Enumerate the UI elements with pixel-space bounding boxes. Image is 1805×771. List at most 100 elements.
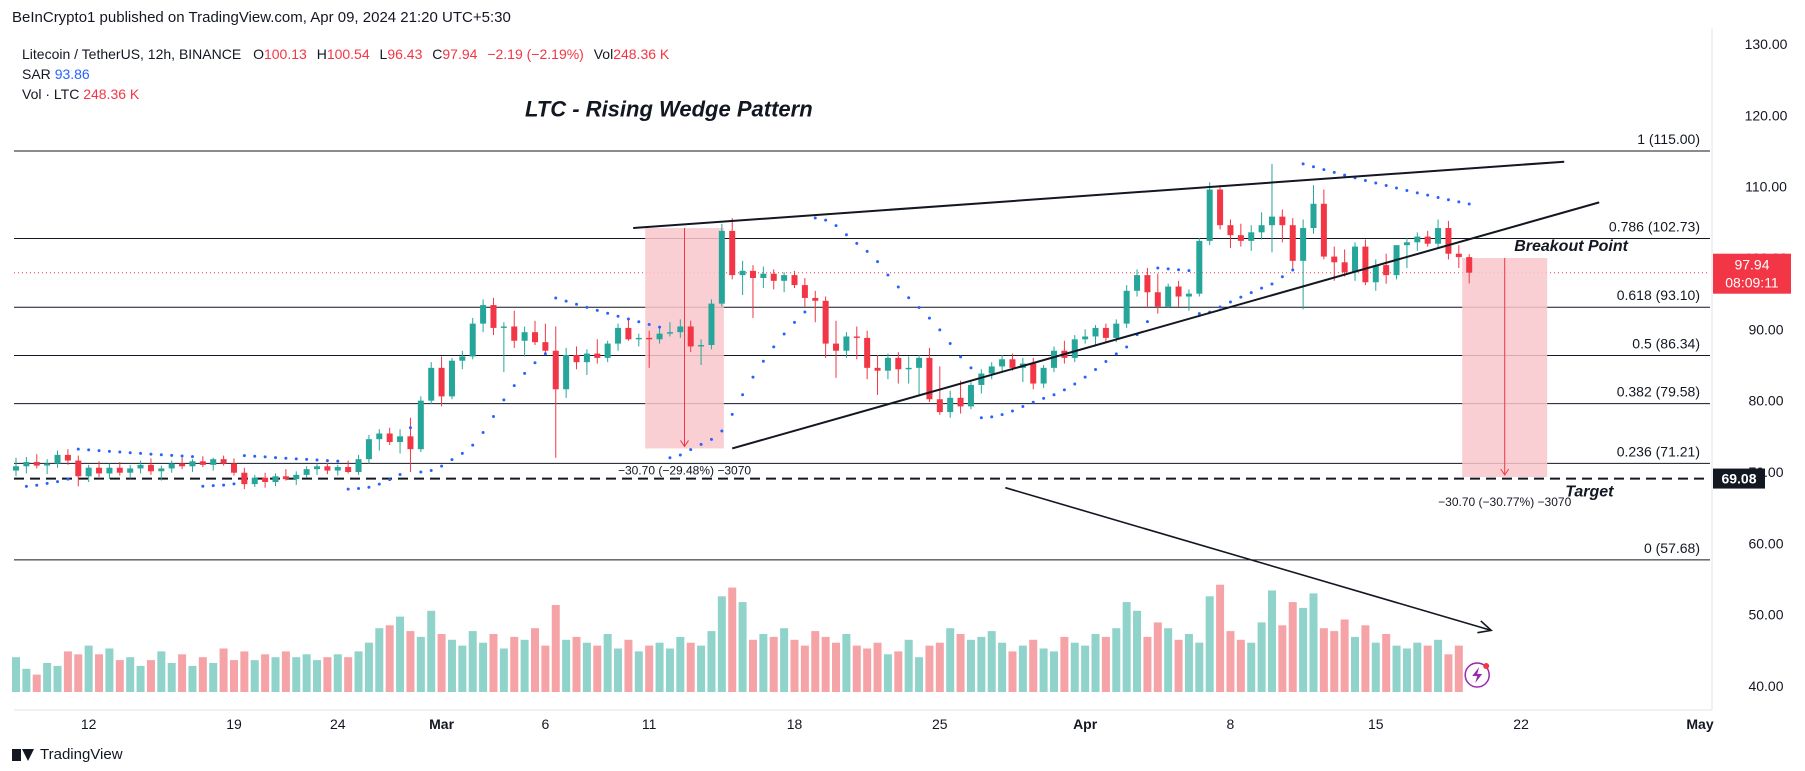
volume-bar [437, 634, 446, 692]
volume-bar [883, 654, 892, 692]
sar-dot [575, 302, 579, 306]
sar-dot [1094, 368, 1098, 372]
candle-body [1227, 225, 1234, 236]
candle-body [749, 270, 756, 278]
fib-level-label: 0.382 (79.58) [1617, 384, 1700, 400]
volume-bar [115, 660, 124, 692]
legend-volume-row[interactable]: Vol · LTC 248.36 K [22, 84, 669, 104]
candle-body [957, 397, 964, 407]
volume-bar [1319, 628, 1328, 692]
target-text: Target [1565, 483, 1614, 500]
volume-bar [1101, 636, 1110, 692]
volume-bar [842, 634, 851, 692]
candle-body [646, 337, 653, 340]
legend-l-label: L [379, 46, 388, 62]
volume-bar [1330, 631, 1339, 692]
candle-body [500, 326, 507, 328]
x-tick-label: 8 [1227, 716, 1235, 732]
candle-body [1009, 359, 1016, 368]
volume-bar [95, 654, 104, 692]
sar-dot [336, 459, 340, 463]
sar-dot [1062, 388, 1066, 392]
sar-dot [1457, 200, 1461, 204]
sar-dot [305, 457, 309, 461]
candle-body [822, 300, 829, 344]
sar-dot [585, 305, 589, 309]
volume-bar [1029, 639, 1038, 692]
legend-ohlc-row: Litecoin / TetherUS, 12h, BINANCE O100.1… [22, 44, 669, 64]
time-axis[interactable]: 12 19 24 Mar 6 11 18 25 Apr 8 15 22 May [14, 709, 1714, 732]
volume-bar [769, 636, 778, 692]
sar-dot [741, 393, 745, 397]
legend-sar-row[interactable]: SAR 93.86 [22, 64, 669, 84]
volume-bar [593, 645, 602, 692]
candle-body [210, 459, 217, 465]
volume-bar [1122, 602, 1131, 692]
legend-sar-label: SAR [22, 66, 51, 82]
sar-dot [1322, 168, 1326, 172]
legend-symbol[interactable]: Litecoin / TetherUS, 12h, BINANCE [22, 46, 242, 62]
sar-dot [793, 320, 796, 324]
volume-bar [136, 665, 145, 692]
sar-dot [398, 472, 402, 476]
sar-dot [782, 332, 786, 336]
volume-bar [1153, 622, 1162, 692]
sar-dot [564, 299, 568, 303]
candle-body [791, 275, 798, 286]
volume-bar [468, 631, 477, 692]
volume-bar [717, 596, 726, 692]
candle-body [615, 327, 622, 344]
candle-body [1040, 367, 1047, 384]
candle-body [1435, 228, 1442, 244]
candle-body [905, 367, 912, 370]
trend-lines[interactable] [633, 160, 1600, 634]
sar-dot [35, 483, 39, 487]
volume-bar [603, 634, 612, 692]
candle-body [1268, 216, 1275, 226]
candle-body [1165, 286, 1172, 307]
tradingview-brand[interactable]: TradingView [12, 746, 123, 763]
candles [13, 163, 1473, 490]
sar-dot [730, 412, 734, 416]
volume-bar [281, 651, 290, 692]
candle-body [677, 326, 684, 333]
volume-bar [1205, 596, 1214, 692]
sar-dot [24, 484, 28, 488]
sar-dot [948, 342, 952, 346]
price-axis[interactable]: 40.0050.0060.0070.0080.0090.00100.00110.… [1711, 28, 1791, 710]
volume-bar [1164, 628, 1173, 692]
sar-dot [699, 442, 703, 446]
legend-sar-value: 93.86 [54, 66, 90, 82]
candle-body [1217, 189, 1224, 226]
sar-dot [1031, 400, 1035, 404]
candle-body [1206, 189, 1213, 241]
volume-bar [1226, 631, 1235, 692]
volume-bar [74, 654, 83, 692]
candle-body [199, 461, 206, 465]
sar-dot [1239, 295, 1243, 299]
candle-body [1466, 257, 1473, 273]
volume-bar [987, 631, 996, 692]
volume-bar [416, 636, 425, 692]
sar-dot [118, 450, 122, 454]
sar-dot [606, 311, 610, 315]
sar-dot [87, 448, 91, 452]
volume-bar [1351, 636, 1360, 692]
volume-bar [686, 642, 695, 692]
projection-arrow [1005, 486, 1492, 632]
candle-body [1352, 246, 1359, 273]
volume-bar [43, 663, 52, 692]
volume-bar [811, 631, 820, 692]
volume-bar [1267, 590, 1276, 692]
sar-dot [388, 478, 392, 482]
candle-body [1237, 235, 1244, 241]
candle-body [1092, 327, 1099, 337]
sar-dot [803, 310, 807, 314]
fib-retracement[interactable]: 1 (115.00) 0.786 (102.73) 0.618 (93.10) 0.5… [14, 131, 1710, 561]
sar-dot [149, 452, 153, 456]
candle-body [532, 332, 538, 343]
candle-body [1082, 336, 1089, 340]
y-tick-label: 40.00 [1748, 678, 1783, 694]
volume-bar [915, 657, 924, 692]
